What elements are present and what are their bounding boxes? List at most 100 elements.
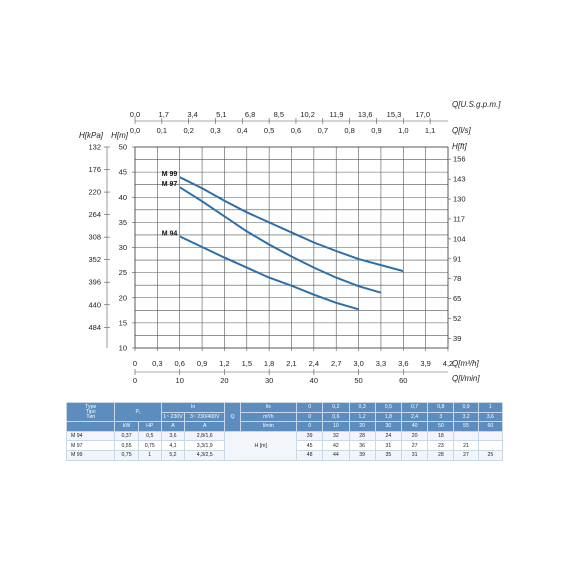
header-tipo: Tipo xyxy=(85,408,96,415)
tick-label-kpa: 220 xyxy=(88,188,101,197)
tick-label-m3h: 2,7 xyxy=(331,359,341,368)
tick-label-usgpm: 0,0 xyxy=(130,110,140,119)
row-h: 27 xyxy=(400,440,429,451)
tick-label-ft: 156 xyxy=(453,155,466,164)
tick-label-ls: 0,5 xyxy=(264,126,274,135)
performance-table: Type Tipo Тип P₁ In Q l/s 0 0,2 0,3 0,5 … xyxy=(65,401,504,461)
tick-label-lmin: 30 xyxy=(265,376,273,385)
row-hp: 0,5 xyxy=(137,430,162,442)
row-h: 44 xyxy=(322,449,350,461)
table-row: M 94 0,37 0,5 3,6 2,8/1,6 H [m] 39 32 28… xyxy=(65,430,504,461)
header-m3h-val: 0,6 xyxy=(322,411,350,423)
tick-label-usgpm: 15,3 xyxy=(387,110,402,119)
header-m3h-val: 1,8 xyxy=(374,411,402,423)
header-ls-val: 0,9 xyxy=(453,402,479,413)
row-h: 25 xyxy=(477,449,504,461)
tick-label-ft: 52 xyxy=(453,314,461,323)
curve-label-m-99: M 99 xyxy=(162,171,178,178)
row-hp: 1 xyxy=(137,449,162,461)
tick-label-usgpm: 17,0 xyxy=(415,110,430,119)
header-3-phase: 3~ 230/400V xyxy=(184,411,226,423)
tick-label-ft: 143 xyxy=(453,175,466,184)
tick-label-kpa: 352 xyxy=(88,255,101,264)
tick-label-lmin: 50 xyxy=(354,376,362,385)
header-a2: A xyxy=(184,421,226,432)
y-axis-label-ft: H[ft] xyxy=(452,142,467,151)
row-h xyxy=(477,430,504,442)
tick-label-kpa: 264 xyxy=(88,210,101,219)
tick-label-m3h: 4,2 xyxy=(443,359,453,368)
header-lmin-val: 40 xyxy=(400,421,429,432)
tick-label-ls: 0,1 xyxy=(157,126,167,135)
tick-label-ls: 0,9 xyxy=(371,126,381,135)
row-a3: 3,3/1,9 xyxy=(184,440,226,451)
row-h: 39 xyxy=(296,430,324,442)
row-h: 27 xyxy=(453,449,479,461)
tick-label-m: 30 xyxy=(119,243,127,252)
header-lmin-val: 60 xyxy=(477,421,504,432)
row-a3: 2,8/1,6 xyxy=(184,430,226,442)
table-header-type: Type Tipo Тип xyxy=(65,401,116,423)
tick-label-m: 15 xyxy=(119,318,127,327)
curve-m-94 xyxy=(179,235,359,311)
tick-label-ls: 0,2 xyxy=(183,126,193,135)
tick-label-ft: 104 xyxy=(453,234,466,243)
header-lmin-val: 10 xyxy=(322,421,350,432)
x-axis-label-m3h: Q[m³/h] xyxy=(452,359,479,368)
performance-chart: M 99 M 97 M 94 0 0,3 0,6 0,9 1,2 1,5 1,8 2,1 2,4 2,… xyxy=(79,100,501,385)
tick-label-lmin: 0 xyxy=(133,376,137,385)
header-blank xyxy=(65,421,116,432)
tick-label-m: 45 xyxy=(119,168,127,177)
tick-label-m3h: 3,0 xyxy=(353,359,363,368)
axis-ticks: 0 0,3 0,6 0,9 1,2 1,5 1,8 2,1 2,4 2,7 3,0 3,3 3,6 3,9… xyxy=(88,110,465,385)
tick-label-lmin: 60 xyxy=(399,376,407,385)
tick-label-usgpm: 8,5 xyxy=(274,110,284,119)
row-h: 32 xyxy=(322,430,350,442)
header-kw: kW xyxy=(114,421,139,432)
tick-label-m: 40 xyxy=(119,193,127,202)
header-hp: HP xyxy=(137,421,162,432)
tick-label-lmin: 20 xyxy=(220,376,228,385)
row-h: 20 xyxy=(400,430,429,442)
row-type: M 94 xyxy=(65,430,116,442)
tick-label-usgpm: 11,9 xyxy=(329,110,343,119)
row-h: 35 xyxy=(374,449,402,461)
header-lmin: l/min xyxy=(239,421,298,432)
tick-label-usgpm: 3,4 xyxy=(187,110,197,119)
row-a1: 3,6 xyxy=(160,430,186,442)
tick-label-ft: 117 xyxy=(453,214,465,223)
header-m3h-val: 0 xyxy=(296,411,324,423)
header-ls-val: 0,5 xyxy=(374,402,402,413)
row-h: 31 xyxy=(374,440,402,451)
header-lmin-val: 20 xyxy=(348,421,376,432)
tick-label-lmin: 10 xyxy=(176,376,184,385)
row-h: 18 xyxy=(427,430,455,442)
tick-label-m: 20 xyxy=(119,293,127,302)
tick-label-m3h: 0,6 xyxy=(174,359,184,368)
tick-label-m3h: 3,3 xyxy=(376,359,386,368)
header-m3h-val: 3,6 xyxy=(477,411,504,423)
row-h: 24 xyxy=(374,430,402,442)
row-h: 23 xyxy=(427,440,455,451)
header-ls-val: 0,3 xyxy=(348,402,376,413)
tick-label-m: 50 xyxy=(119,143,127,152)
tick-label-ls: 0,3 xyxy=(210,126,220,135)
header-ls-val: 0,2 xyxy=(322,402,350,413)
header-ls: l/s xyxy=(239,402,298,413)
tick-label-usgpm: 5,1 xyxy=(216,110,226,119)
tick-label-m3h: 0,9 xyxy=(197,359,207,368)
tick-label-kpa: 132 xyxy=(88,143,101,152)
header-ls-val: 1 xyxy=(477,402,504,413)
row-type: M 99 xyxy=(65,449,116,461)
curve-label-m-97: M 97 xyxy=(162,181,178,188)
row-hp: 0,75 xyxy=(137,440,162,451)
tick-label-ls: 0,7 xyxy=(318,126,328,135)
row-kw: 0,37 xyxy=(114,430,139,442)
curve-m-97 xyxy=(179,186,382,294)
x-axis-label-lmin: Q[l/min] xyxy=(452,374,480,383)
row-h: 31 xyxy=(400,449,429,461)
header-in: In xyxy=(160,402,226,413)
tick-label-m3h: 2,1 xyxy=(286,359,296,368)
tick-label-m: 10 xyxy=(119,344,127,353)
tick-label-usgpm: 6,8 xyxy=(245,110,255,119)
